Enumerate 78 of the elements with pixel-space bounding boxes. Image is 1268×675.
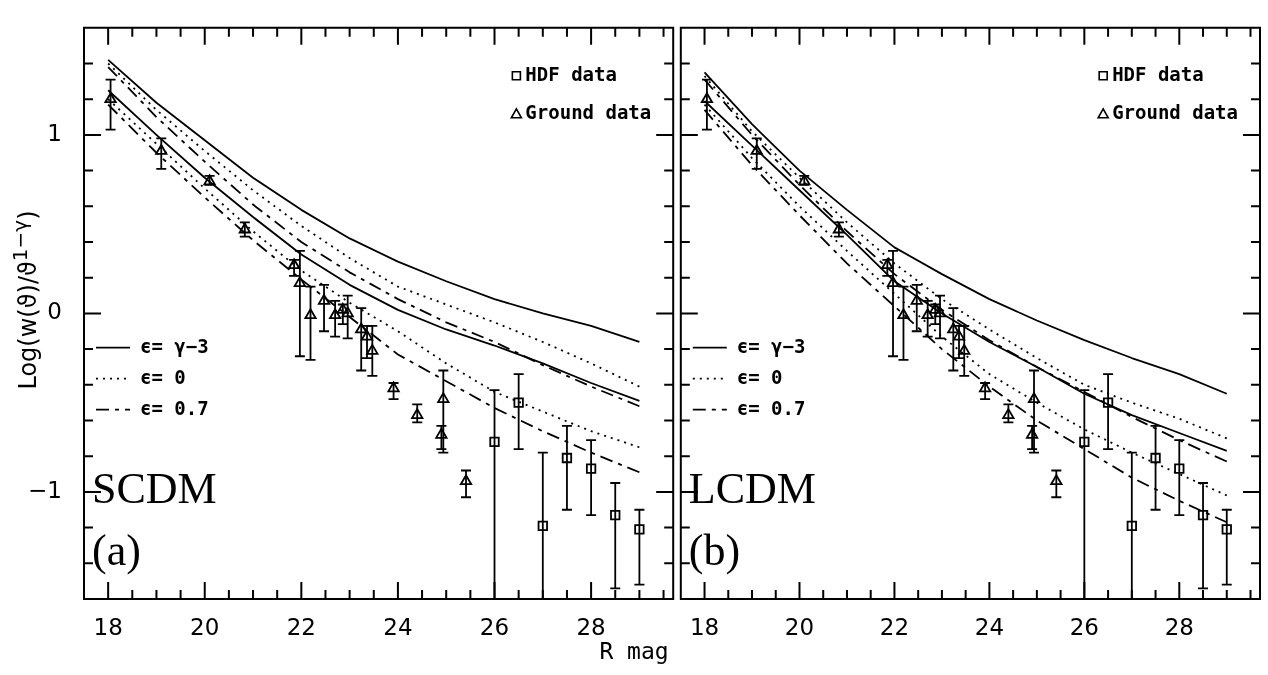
point [1197,509,1209,521]
point [634,524,645,535]
point [1174,463,1185,474]
point [929,302,942,314]
point [881,258,894,270]
annotation: (b) [688,526,741,575]
point [585,463,597,474]
point [1002,408,1015,420]
point [304,308,317,320]
point [155,144,168,155]
point [238,222,251,234]
point [1102,397,1114,408]
annotation: SCDM [92,464,217,513]
legend-label: ϵ= γ−3 [140,334,209,357]
point [561,452,573,464]
point [750,144,763,155]
point [979,381,992,393]
point [897,308,910,320]
x-tick-label: 26 [479,613,510,640]
point [1026,427,1039,439]
point [459,474,473,486]
legend-label: ϵ= γ−3 [736,334,806,357]
legend-label: ϵ= 0.7 [140,396,209,419]
x-tick-label: 24 [383,613,413,640]
annotation: (a) [92,526,141,575]
x-axis-title: R mag [598,638,670,664]
x-tick-label: 22 [879,613,910,640]
point [341,306,354,318]
point [293,276,306,287]
point [610,509,621,521]
point [1050,474,1063,486]
point [329,308,342,320]
point [513,397,524,408]
x-tick-label: 18 [689,613,720,640]
legend-label: ϵ= 0 [140,365,186,388]
point [489,436,500,448]
point [317,294,331,305]
legend-label: ϵ= 0.7 [736,396,806,419]
point [104,92,117,104]
legend-label: ϵ= 0 [736,365,783,388]
point [435,427,448,439]
x-tick-label: 20 [784,613,815,640]
x-tick-label: 28 [576,613,606,640]
y-tick-label: 1 [47,119,62,146]
point [886,276,900,287]
point [1221,524,1232,535]
point [387,381,400,393]
x-tick-label: 20 [190,613,220,640]
y-tick-label: −1 [28,476,62,503]
point [952,329,966,341]
legend-label: HDF data [525,62,617,85]
point [366,343,379,355]
legend-label: Ground data [525,100,652,123]
legend-label: Ground data [1112,100,1239,123]
x-tick-label: 26 [1069,613,1099,640]
point [910,294,923,305]
point [1027,392,1041,403]
legend-label: HDF data [1112,62,1204,85]
point [287,258,301,270]
x-tick-label: 22 [286,613,316,640]
point [1126,520,1137,531]
point [537,520,548,531]
point [1150,452,1161,464]
x-tick-label: 28 [1164,613,1194,640]
point [832,222,845,234]
x-tick-label: 24 [974,613,1005,640]
y-tick-label: 0 [47,298,62,325]
point [700,92,714,104]
x-tick-label: 18 [93,613,123,640]
point [336,302,349,314]
point [958,343,971,355]
annotation: LCDM [688,464,816,513]
point [437,392,450,403]
point [933,306,947,318]
point [360,329,374,341]
point [411,408,424,420]
point [921,308,934,320]
point [1079,436,1090,448]
